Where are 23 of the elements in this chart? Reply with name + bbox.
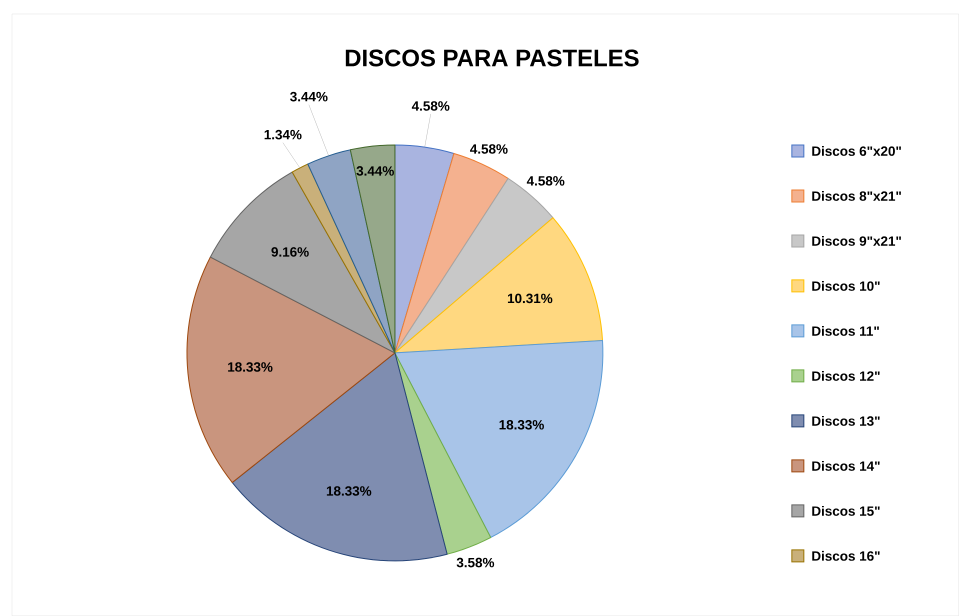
data-label: 1.34% — [264, 130, 302, 140]
legend-label: Discos 11" — [812, 326, 879, 336]
legend-label: Discos 15" — [812, 506, 880, 516]
legend-label: Discos 9"x21" — [812, 236, 901, 246]
data-label: 4.58% — [526, 176, 564, 186]
data-label: 18.33% — [326, 486, 372, 496]
legend-label: Discos 14" — [812, 460, 880, 471]
legend-label: Discos 16" — [812, 550, 880, 561]
chart-title: DISCOS PARA PASTELES — [346, 49, 639, 66]
data-label: 9.16% — [271, 247, 309, 257]
data-label: 18.33% — [500, 420, 544, 430]
data-label: 3.44% — [356, 166, 394, 176]
legend-label: Discos 10" — [812, 280, 880, 291]
legend-label: Discos 12" — [812, 370, 880, 381]
data-label: 18.33% — [228, 362, 272, 372]
legend-label: Discos 13" — [812, 416, 880, 426]
data-label: 4.58% — [412, 101, 450, 111]
data-label: 3.44% — [290, 92, 328, 102]
legend-label: Discos 6"x20" — [812, 146, 901, 156]
legend-label: Discos 8"x21" — [812, 190, 901, 201]
data-label: 4.58% — [470, 144, 508, 154]
data-label: 3.58% — [456, 558, 494, 568]
data-label: 10.31% — [508, 294, 552, 304]
